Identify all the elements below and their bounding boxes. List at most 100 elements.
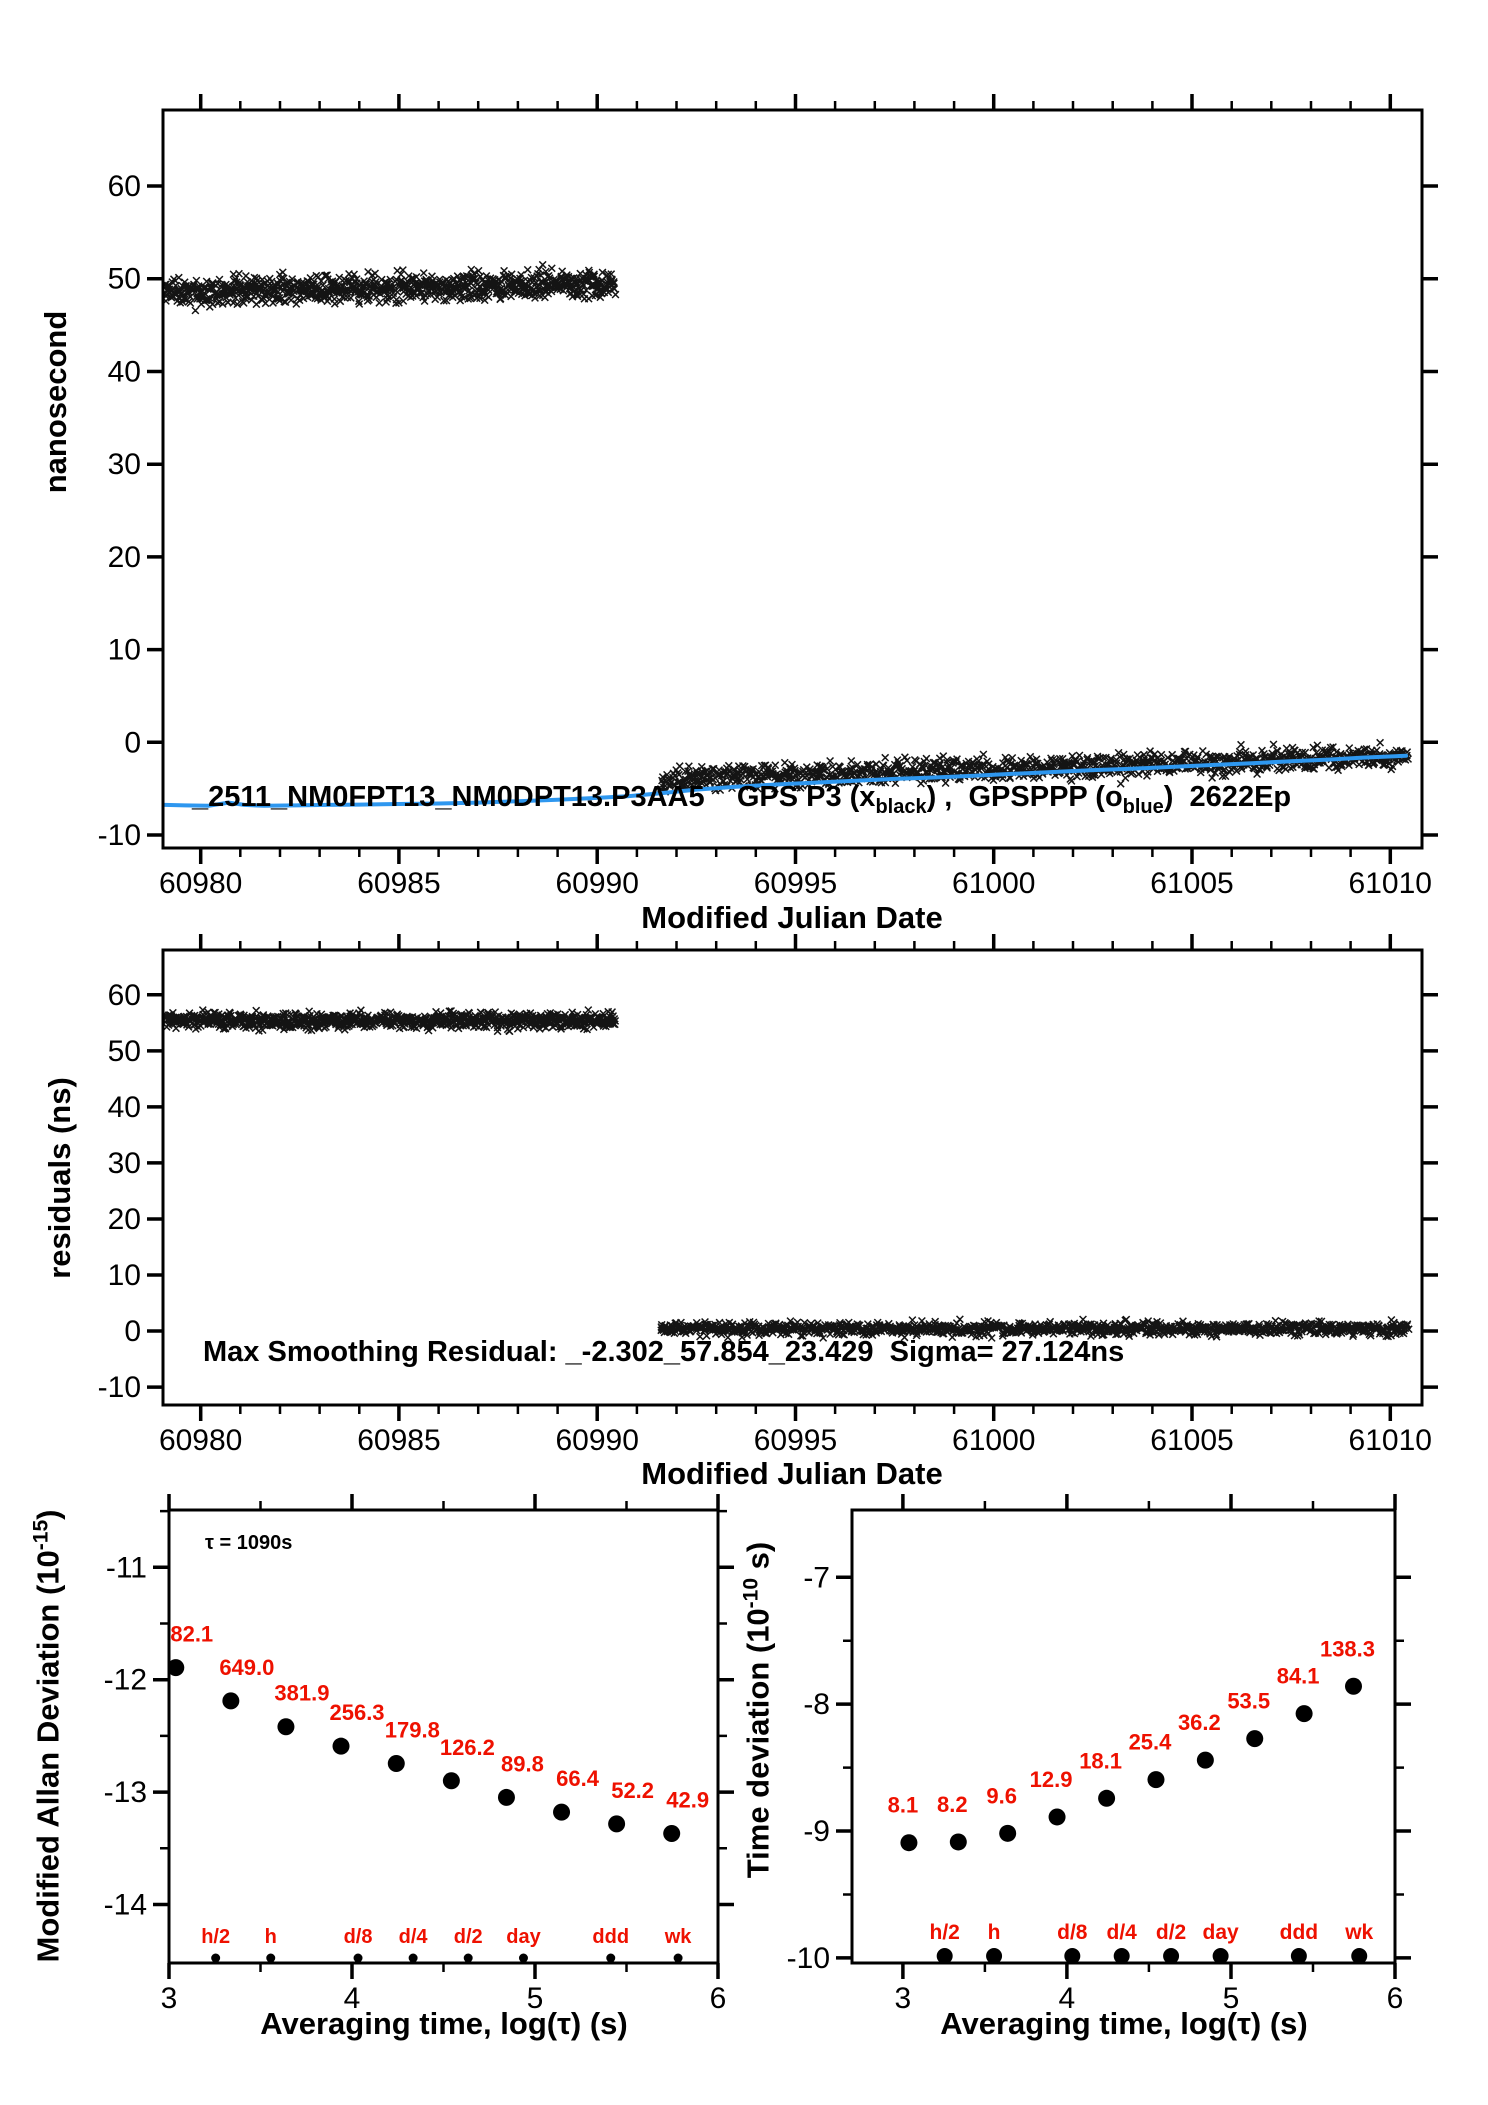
- mdev-tau-label-5: day: [506, 1926, 541, 1948]
- mdev-point-label-9: 42.9: [666, 1788, 709, 1813]
- residuals-cluster-0: [163, 1006, 620, 1036]
- mdev-tau-label-4: d/2: [454, 1926, 483, 1948]
- tdev-point-label-9: 138.3: [1320, 1636, 1375, 1661]
- mdev-point-label-7: 66.4: [556, 1766, 600, 1791]
- mdev-tau-dot-3: [408, 1953, 418, 1963]
- tdev-point-8: [1295, 1705, 1313, 1723]
- mdev-tau-label-6: ddd: [592, 1926, 629, 1948]
- mdev-point-label-8: 52.2: [611, 1778, 654, 1803]
- tdev-point-label-3: 12.9: [1030, 1767, 1073, 1792]
- plot2-ylabel: residuals (ns): [42, 1077, 77, 1279]
- plot3-ylabel-main: Modified Allan Deviation (10: [30, 1550, 66, 1963]
- time-series-xtick-label-6: 61010: [1349, 867, 1432, 900]
- mdev-tau-label-2: d/8: [344, 1926, 373, 1948]
- time-series-xtick-label-5: 61005: [1150, 867, 1233, 900]
- mdev-tau-label-3: d/4: [399, 1926, 429, 1948]
- time-series-ytick-label-4: 30: [108, 448, 141, 481]
- tdev-point-6: [1196, 1751, 1214, 1769]
- residuals-minor-ticks: [239, 941, 1352, 1414]
- mdev-major-ticks: [153, 1494, 734, 1979]
- tdev-point-9: [1344, 1677, 1362, 1695]
- plot3-ylabel-close: ): [30, 1509, 66, 1520]
- tdev-tau-dot-3: [1113, 1948, 1130, 1963]
- tdev-point-2: [999, 1824, 1017, 1842]
- tdev-xtick-label-1: 4: [1059, 1982, 1076, 2015]
- tdev-point-label-1: 8.2: [937, 1792, 968, 1817]
- residuals-ytick-label-4: 30: [108, 1147, 141, 1180]
- plot4-xlabel: Averaging time, log(τ) (s): [940, 2006, 1308, 2041]
- mdev-tau-label-1: h: [265, 1926, 277, 1948]
- mdev-point-0: [169, 1659, 185, 1677]
- tdev-point-label-8: 84.1: [1277, 1664, 1320, 1689]
- plot1-ylabel: nanosecond: [38, 310, 73, 494]
- plot4-ylabel-main: Time deviation (10: [740, 1608, 776, 1879]
- tdev-tau-label-6: ddd: [1280, 1921, 1318, 1944]
- mdev-point-9: [663, 1825, 681, 1843]
- tdev-tau-dot-4: [1163, 1948, 1180, 1963]
- panel-time-series: 60980 60985 60990 60995 61000 61005 61010 -10 0 1…: [98, 94, 1438, 900]
- tdev-tau-dot-1: [986, 1948, 1003, 1963]
- tdev-point-label-7: 53.5: [1227, 1689, 1270, 1714]
- plot1-title-sub-blue: blue: [1122, 795, 1164, 818]
- panel-residuals: 60980 60985 60990 60995 61000 61005 61010 -10 0 1…: [98, 934, 1438, 1457]
- plot4-ylabel-sup: -10: [739, 1577, 763, 1609]
- plot3-ylabel: Modified Allan Deviation (10-15): [30, 1510, 67, 1963]
- tdev-point-5: [1147, 1771, 1165, 1789]
- mdev-tau-dot-1: [266, 1953, 276, 1963]
- plot3-ylabel-sup: -15: [29, 1519, 53, 1551]
- tdev-point-label-4: 18.1: [1079, 1748, 1122, 1773]
- tdev-minor-ticks: [843, 1501, 1404, 1972]
- mdev-tau-dot-0: [211, 1953, 221, 1963]
- mdev-tau-label-7: wk: [664, 1926, 693, 1948]
- tdev-tau-dot-2: [1064, 1948, 1081, 1963]
- residuals-cluster-1: [657, 1315, 1413, 1342]
- residuals-ytick-label-7: 60: [108, 979, 141, 1012]
- residuals-xtick-label-4: 61000: [952, 1424, 1035, 1457]
- residuals-frame: [161, 948, 1424, 1407]
- tdev-tau-label-7: wk: [1344, 1921, 1373, 1944]
- time-series-ytick-label-1: 0: [124, 726, 141, 759]
- mdev-point-label-1: 649.0: [219, 1655, 274, 1680]
- plot4-ylabel: Time deviation (10-10 s): [740, 1542, 777, 1878]
- tdev-tau-dot-6: [1290, 1948, 1307, 1963]
- tdev-tau-dot-5: [1212, 1948, 1229, 1963]
- residuals-data: [163, 1006, 1413, 1342]
- mdev-point-6: [497, 1788, 515, 1806]
- tdev-major-ticks: [836, 1494, 1411, 1979]
- mdev-xtick-label-3: 6: [710, 1982, 727, 2015]
- residuals-xtick-label-3: 60995: [754, 1424, 837, 1457]
- mdev-ytick-label-1: -12: [104, 1664, 147, 1697]
- mdev-ytick-label-2: -13: [104, 1776, 147, 1809]
- tdev-xtick-label-0: 3: [895, 1982, 912, 2015]
- mdev-point-4: [387, 1754, 405, 1772]
- time-series-xtick-label-4: 61000: [952, 867, 1035, 900]
- mdev-point-5: [442, 1772, 460, 1790]
- mdev-point-label-4: 179.8: [385, 1717, 440, 1742]
- tdev-tau-label-3: d/4: [1107, 1921, 1138, 1944]
- tdev-frame: [850, 1508, 1397, 1965]
- tdev-ytick-label-3: -10: [787, 1942, 830, 1975]
- tdev-ytick-label-1: -8: [803, 1688, 830, 1721]
- residuals-xtick-label-1: 60985: [357, 1424, 440, 1457]
- mdev-point-label-5: 126.2: [440, 1735, 495, 1760]
- mdev-tau-dot-4: [463, 1953, 473, 1963]
- residuals-ytick-label-6: 50: [108, 1035, 141, 1068]
- mdev-tau-dot-2: [353, 1953, 363, 1963]
- tdev-tau-label-0: h/2: [930, 1921, 960, 1944]
- plot2-annotation: Max Smoothing Residual: _-2.302_57.854_2…: [203, 1336, 1125, 1368]
- tdev-point-label-2: 9.6: [986, 1783, 1017, 1808]
- tdev-point-0: [900, 1834, 918, 1852]
- mdev-ytick-label-0: -11: [106, 1551, 147, 1584]
- tdev-tau-label-4: d/2: [1156, 1921, 1186, 1944]
- tdev-point-7: [1246, 1730, 1264, 1748]
- plot1-title-id: _2511_NM0FPT13_NM0DPT13.P3AA5: [192, 781, 705, 813]
- tdev-point-4: [1098, 1789, 1116, 1807]
- tdev-point-3: [1048, 1808, 1066, 1826]
- mdev-point-label-0: 82.1: [170, 1622, 213, 1647]
- residuals-xtick-label-0: 60980: [159, 1424, 242, 1457]
- mdev-ytick-label-3: -14: [104, 1889, 147, 1922]
